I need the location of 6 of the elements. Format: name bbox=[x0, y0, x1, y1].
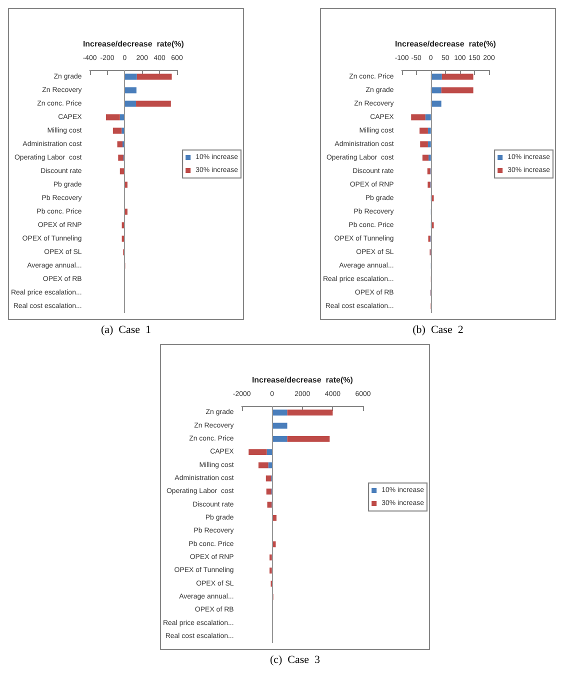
text: (a) Case 1 bbox=[100, 324, 152, 336]
x-axis-title: Increase/decrease rate(%) bbox=[82, 40, 184, 48]
text: (c) Case 3 bbox=[268, 654, 322, 666]
x-axis-title: Increase/decrease rate(%) bbox=[394, 40, 496, 48]
x-axis-title: Increase/decrease rate(%) bbox=[252, 376, 354, 384]
text: (b) Case 2 bbox=[412, 324, 464, 336]
